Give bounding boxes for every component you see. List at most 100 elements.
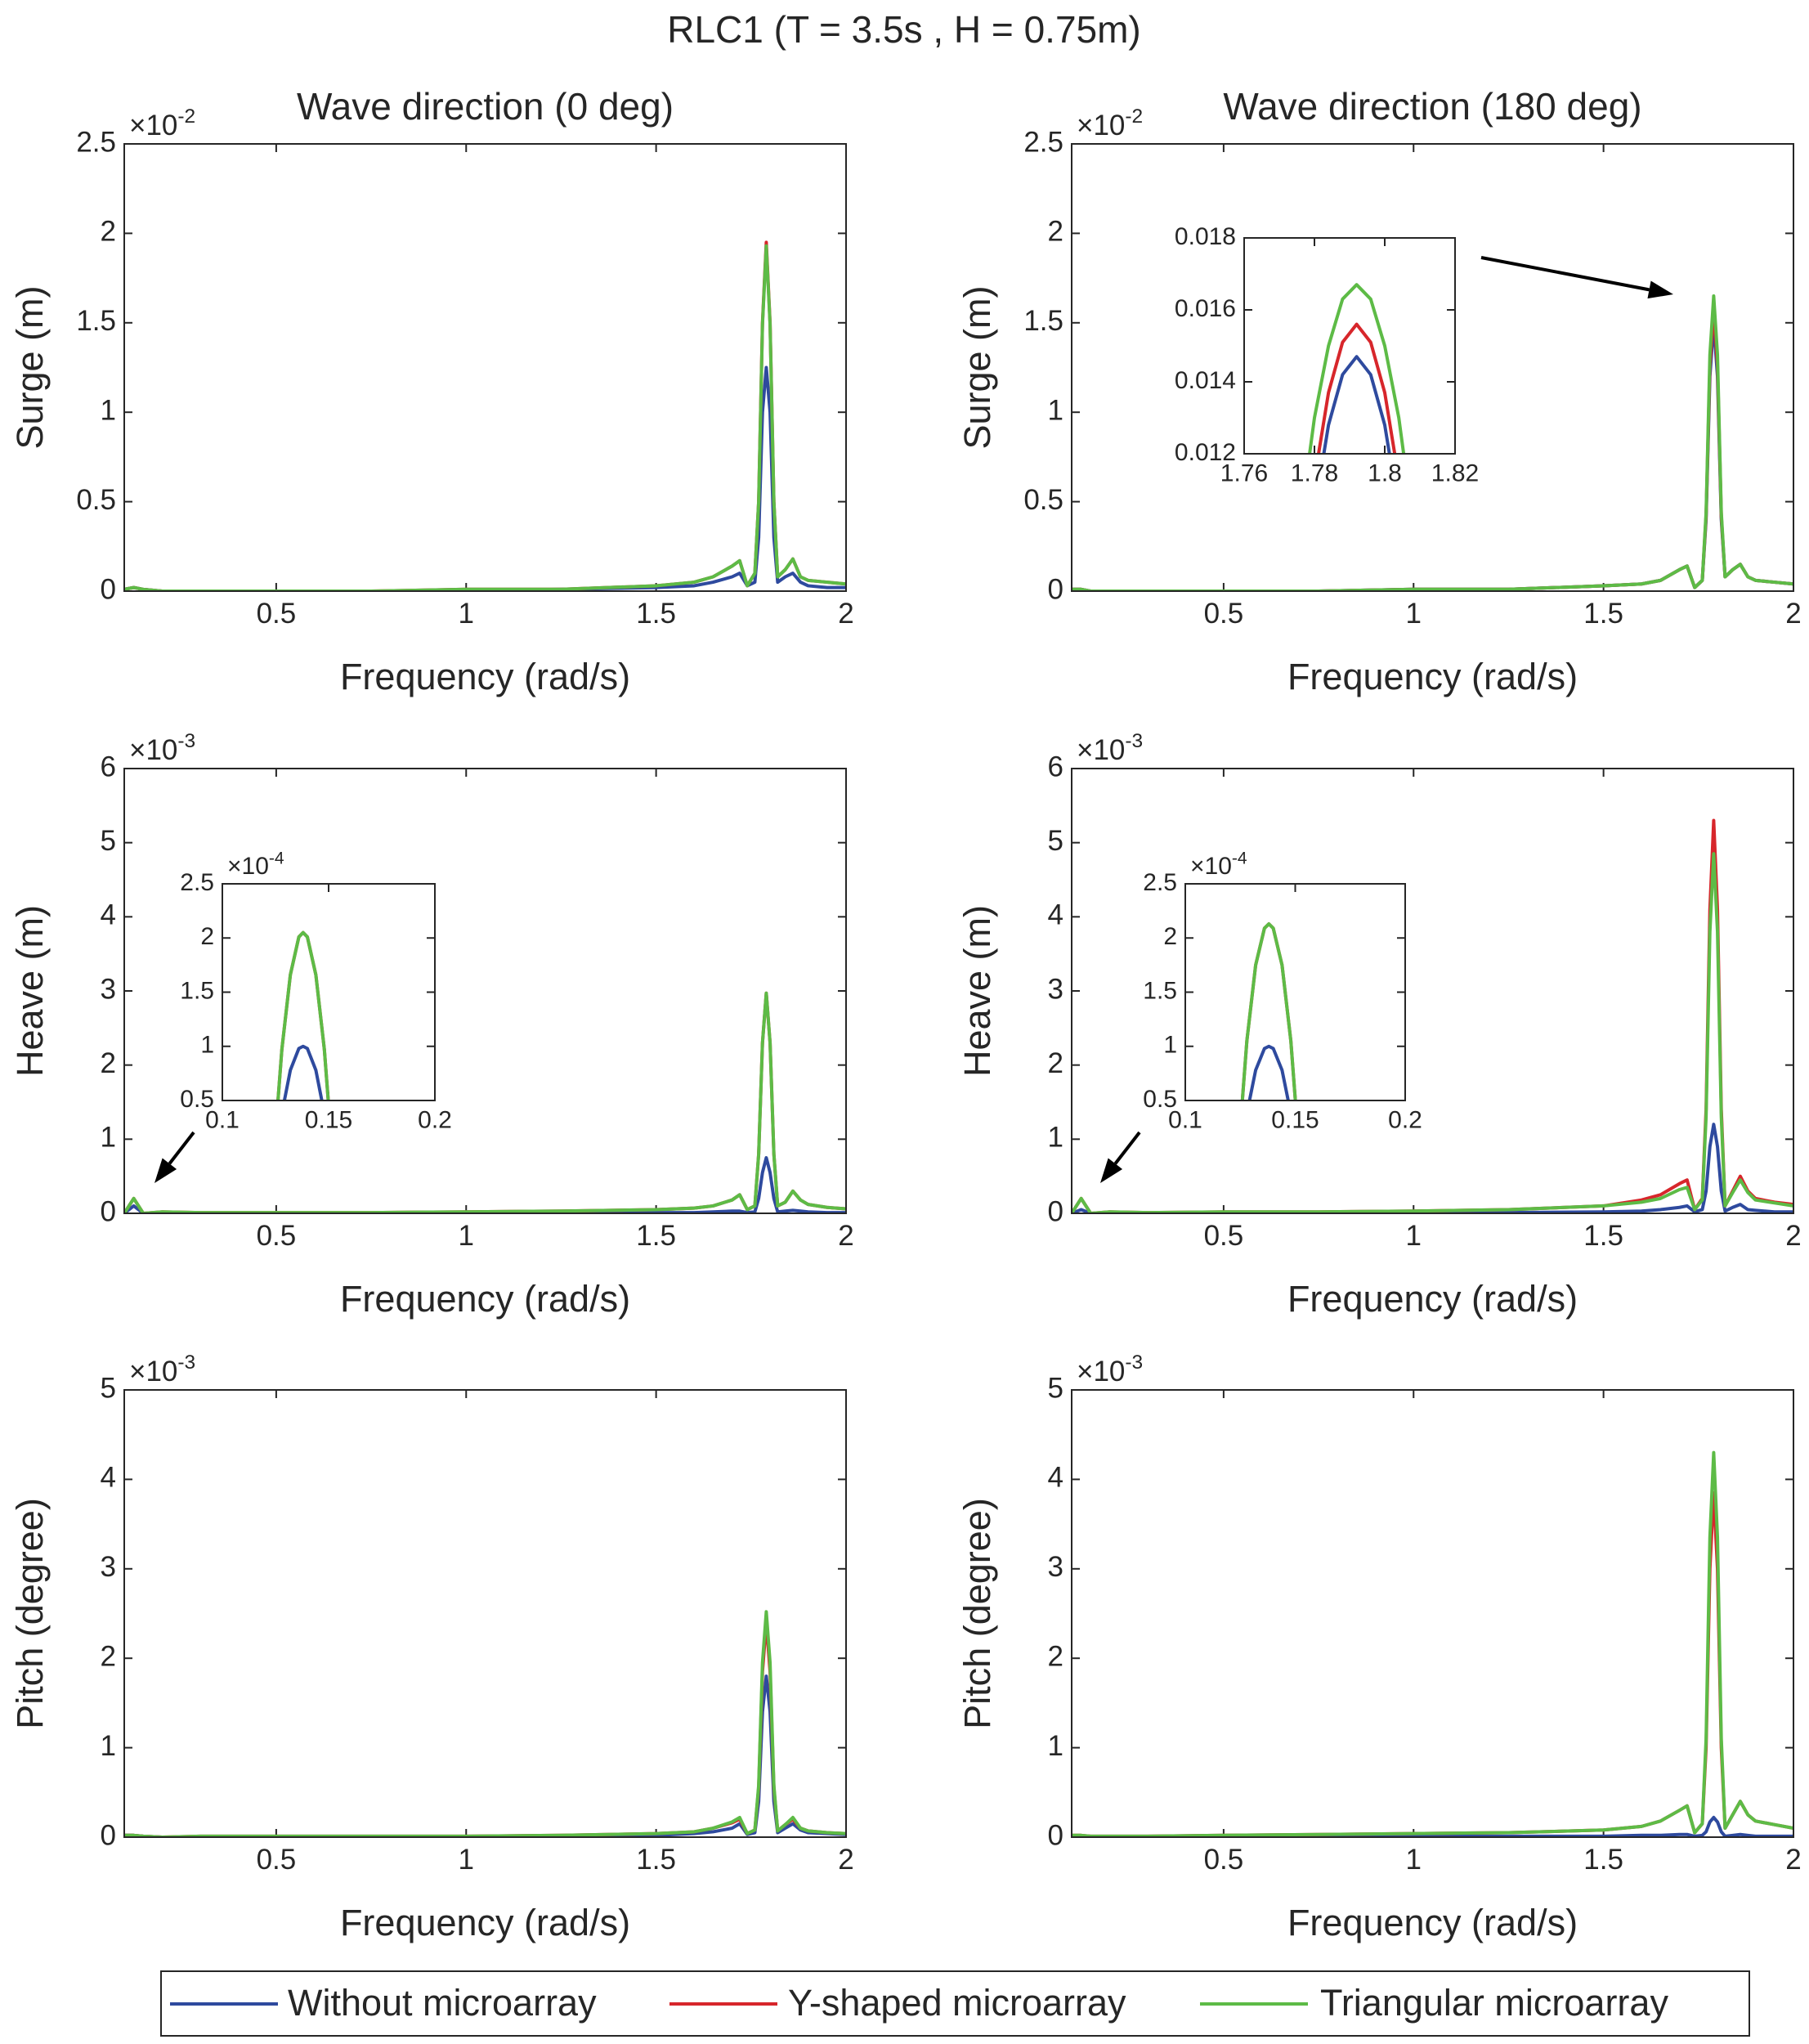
y-tick-label: 0.5 [1143, 1086, 1177, 1113]
y-tick-label: 2 [1163, 923, 1177, 950]
y-tick-label: 5 [1048, 825, 1063, 857]
y-tick-label: 1 [1048, 1730, 1063, 1762]
y-tick-label: 0.5 [1023, 484, 1063, 516]
y-exponent: ×10-3 [129, 1351, 195, 1387]
y-exponent-base: ×10 [1077, 1356, 1125, 1387]
axes-box [222, 883, 436, 1101]
x-tick-label: 0.2 [1388, 1106, 1422, 1133]
y-tick-label: 5 [101, 1372, 116, 1404]
y-exponent-power: -4 [269, 849, 284, 867]
y-tick-label: 2 [1048, 1047, 1063, 1079]
series-line [1072, 1123, 1793, 1213]
x-tick-label: 2 [1785, 598, 1801, 630]
y-tick-label: 4 [101, 899, 116, 931]
arrow-shaft [1113, 1131, 1141, 1165]
figure-title: RLC1 (T = 3.5s , H = 0.75m) [667, 8, 1141, 51]
y-exponent-base: ×10 [1190, 853, 1232, 880]
y-tick-label: 3 [1048, 973, 1063, 1005]
axes-box [123, 143, 847, 592]
x-tick-label: 0.5 [1204, 1844, 1244, 1876]
legend-label: Without microarray [288, 1982, 597, 2024]
series-line [124, 1620, 846, 1837]
x-tick-label: 1 [1406, 598, 1422, 630]
x-tick-label: 1 [1406, 1220, 1422, 1252]
y-tick-label: 2 [101, 1047, 116, 1079]
x-tick-label: 1 [1406, 1844, 1422, 1876]
x-tick-label: 0.5 [257, 598, 297, 630]
series-line [1247, 1044, 1290, 1100]
x-tick-label: 1.5 [636, 598, 676, 630]
x-tick-label: 1.5 [1583, 1844, 1623, 1876]
x-tick-label: 1.5 [1583, 1220, 1623, 1252]
series-line [124, 1674, 846, 1837]
series-line [124, 1610, 846, 1837]
x-tick-label: 0.2 [418, 1106, 452, 1133]
y-tick-label: 3 [1048, 1551, 1063, 1583]
axes-box [1071, 768, 1794, 1214]
x-tick-label: 2 [1785, 1844, 1801, 1876]
y-axis-label: Pitch (degree) [9, 1498, 51, 1729]
arrow-shaft [1480, 256, 1650, 292]
y-exponent-power: -3 [1125, 730, 1143, 752]
inset-background [1244, 238, 1455, 454]
axes-box [1184, 883, 1406, 1101]
x-tick-label: 1 [459, 1844, 474, 1876]
y-tick-label: 3 [101, 973, 116, 1005]
x-tick-label: 0.5 [1204, 1220, 1244, 1252]
y-tick-label: 0 [1048, 573, 1063, 605]
y-exponent: ×10-3 [1077, 730, 1143, 766]
x-tick-label: 1 [459, 1220, 474, 1252]
series-line [1240, 922, 1297, 1100]
x-tick-label: 1.5 [636, 1844, 676, 1876]
y-tick-label: 0 [1048, 1819, 1063, 1851]
y-tick-label: 0 [1048, 1195, 1063, 1227]
y-tick-label: 1.5 [76, 305, 116, 337]
x-axis-label: Frequency (rad/s) [340, 1902, 630, 1943]
y-axis-label: Heave (m) [9, 905, 51, 1077]
y-exponent-base: ×10 [227, 853, 269, 880]
y-tick-label: 0 [101, 1195, 116, 1227]
arrow-head [154, 1158, 177, 1183]
series-line [1072, 818, 1793, 1213]
inset-background [1185, 884, 1405, 1100]
y-exponent-power: -4 [1232, 849, 1247, 867]
y-tick-label: 1.5 [180, 977, 214, 1004]
series-line [124, 240, 846, 591]
series-line [1316, 322, 1397, 454]
y-exponent-base: ×10 [1077, 734, 1125, 766]
y-tick-label: 0.5 [180, 1086, 214, 1113]
y-exponent-power: -3 [177, 730, 195, 752]
x-tick-label: 2 [838, 1220, 853, 1252]
x-tick-label: 1 [459, 598, 474, 630]
y-tick-label: 2 [101, 1640, 116, 1672]
inset-background [222, 884, 435, 1100]
y-tick-label: 1 [200, 1032, 214, 1059]
y-tick-label: 2 [101, 216, 116, 248]
y-tick-label: 1 [1163, 1032, 1177, 1059]
y-tick-label: 2 [1048, 216, 1063, 248]
y-tick-label: 1 [1048, 394, 1063, 426]
series-line [282, 1044, 324, 1100]
series-line [124, 1156, 846, 1213]
y-exponent: ×10-2 [129, 105, 195, 141]
y-tick-label: 2.5 [76, 126, 116, 158]
series-line [1072, 294, 1793, 591]
y-axis-label: Surge (m) [9, 285, 51, 449]
y-exponent-power: -2 [1125, 105, 1143, 128]
x-tick-label: 0.1 [205, 1106, 240, 1133]
y-tick-label: 1 [101, 1730, 116, 1762]
subplot-title: Wave direction (0 deg) [297, 85, 674, 128]
x-tick-label: 1.5 [636, 1220, 676, 1252]
x-tick-label: 0.15 [1271, 1106, 1319, 1133]
y-exponent-power: -2 [177, 105, 195, 128]
series-line [1322, 355, 1391, 454]
y-tick-label: 0.012 [1175, 439, 1236, 466]
y-exponent-power: -3 [177, 1351, 195, 1374]
y-axis-label: Pitch (degree) [956, 1498, 998, 1729]
legend-label: Y-shaped microarray [788, 1982, 1126, 2024]
x-tick-label: 0.5 [257, 1844, 297, 1876]
legend-box [160, 1970, 1750, 2037]
x-tick-label: 2 [838, 598, 853, 630]
